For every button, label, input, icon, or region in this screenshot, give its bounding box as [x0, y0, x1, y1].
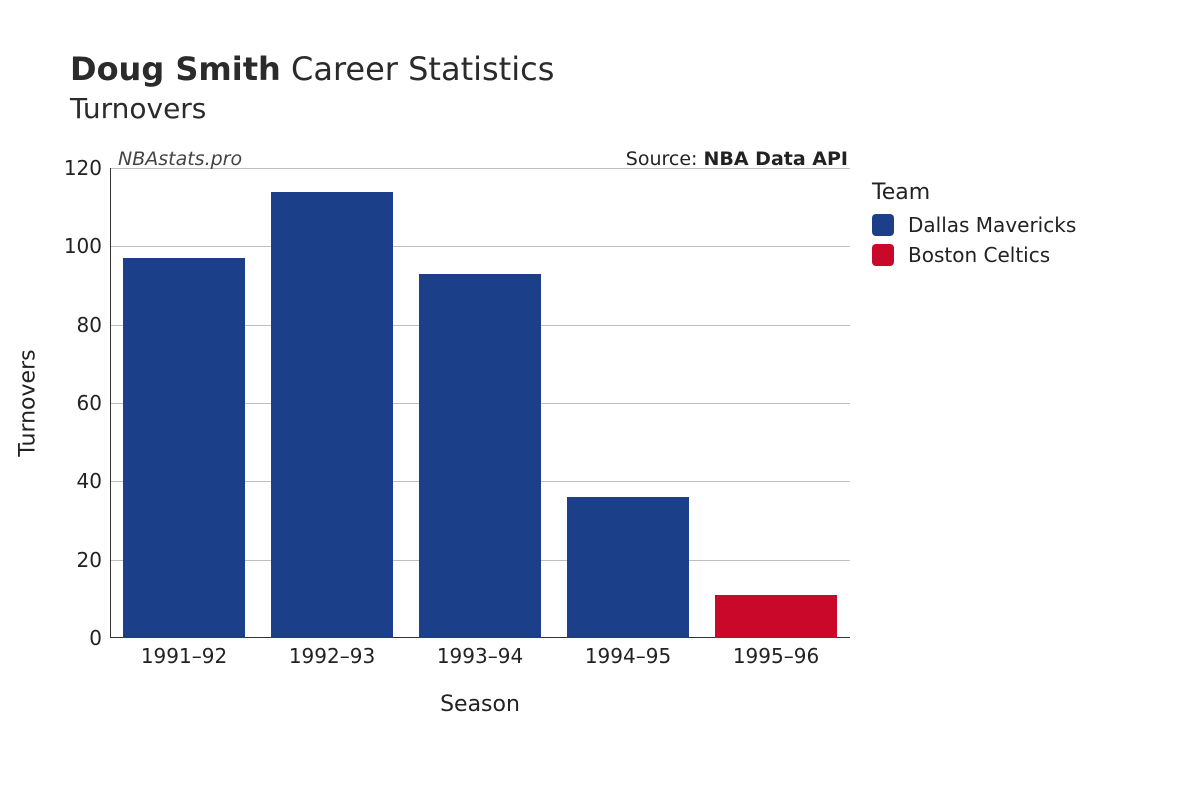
ytick-label: 100: [42, 234, 102, 258]
bar: [567, 497, 688, 638]
y-axis-line: [110, 168, 111, 638]
legend-item: Boston Celtics: [872, 243, 1076, 267]
grid-line: [110, 246, 850, 247]
xtick-label: 1995–96: [733, 644, 819, 668]
source-label: Source: NBA Data API: [626, 148, 848, 170]
plot-area: 0204060801001201991–921992–931993–941994…: [110, 168, 850, 638]
ytick-label: 0: [42, 626, 102, 650]
source-prefix: Source:: [626, 148, 704, 170]
ytick-label: 120: [42, 156, 102, 180]
xtick-label: 1991–92: [141, 644, 227, 668]
legend-label: Dallas Mavericks: [908, 213, 1076, 237]
legend-title: Team: [872, 180, 1076, 205]
y-axis-title: Turnovers: [16, 349, 41, 456]
chart-subtitle: Turnovers: [70, 92, 554, 125]
legend-item: Dallas Mavericks: [872, 213, 1076, 237]
ytick-label: 20: [42, 548, 102, 572]
title-suffix: Career Statistics: [291, 50, 554, 88]
source-value: NBA Data API: [703, 148, 848, 170]
bar: [123, 258, 244, 638]
player-name: Doug Smith: [70, 50, 281, 88]
watermark: NBAstats.pro: [118, 148, 242, 170]
legend-swatch: [872, 244, 894, 266]
xtick-label: 1994–95: [585, 644, 671, 668]
ytick-label: 60: [42, 391, 102, 415]
chart-container: Doug Smith Career Statistics Turnovers 0…: [0, 0, 1200, 800]
bar: [271, 192, 392, 639]
ytick-label: 80: [42, 313, 102, 337]
legend-label: Boston Celtics: [908, 243, 1050, 267]
legend: Team Dallas Mavericks Boston Celtics: [872, 180, 1076, 273]
xtick-label: 1992–93: [289, 644, 375, 668]
legend-swatch: [872, 214, 894, 236]
ytick-label: 40: [42, 469, 102, 493]
x-axis-title: Season: [440, 692, 520, 717]
chart-title: Doug Smith Career Statistics: [70, 50, 554, 88]
title-block: Doug Smith Career Statistics Turnovers: [70, 50, 554, 125]
bar: [419, 274, 540, 638]
xtick-label: 1993–94: [437, 644, 523, 668]
bar: [715, 595, 836, 638]
